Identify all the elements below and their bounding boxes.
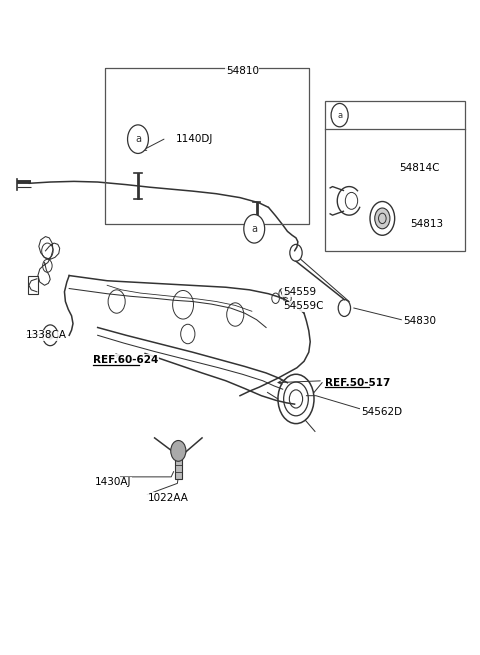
- Text: 54810: 54810: [226, 66, 259, 76]
- Circle shape: [171, 441, 186, 461]
- Circle shape: [128, 125, 148, 153]
- Text: a: a: [251, 224, 257, 234]
- Text: 54559C: 54559C: [283, 301, 323, 311]
- Text: 54830: 54830: [404, 316, 437, 326]
- Text: a: a: [337, 111, 342, 120]
- Bar: [105, 67, 309, 223]
- Bar: [325, 102, 466, 251]
- Text: 54559: 54559: [283, 287, 316, 297]
- Text: 1430AJ: 1430AJ: [96, 477, 132, 487]
- Circle shape: [244, 214, 264, 243]
- Text: 54813: 54813: [410, 219, 443, 229]
- Circle shape: [331, 103, 348, 127]
- Circle shape: [47, 331, 54, 340]
- Text: 54562D: 54562D: [361, 407, 402, 417]
- Text: 1022AA: 1022AA: [147, 493, 188, 502]
- Text: 54814C: 54814C: [399, 163, 439, 174]
- Circle shape: [375, 208, 390, 229]
- Bar: [28, 276, 38, 293]
- Text: 1140DJ: 1140DJ: [176, 134, 213, 144]
- Text: REF.50-517: REF.50-517: [325, 378, 391, 388]
- Bar: [175, 453, 182, 479]
- Text: 1338CA: 1338CA: [25, 330, 67, 341]
- Text: REF.60-624: REF.60-624: [93, 355, 158, 365]
- Text: a: a: [135, 134, 141, 144]
